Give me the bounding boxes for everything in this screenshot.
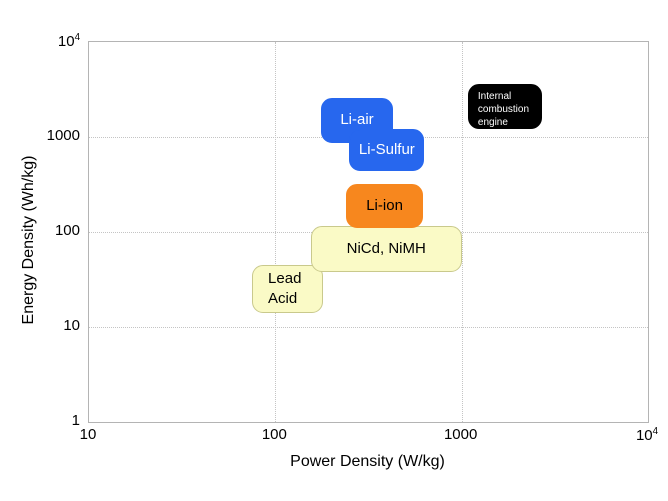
- x-tick-10000: 104: [635, 426, 659, 444]
- region-label-li-ion: Li-ion: [366, 196, 403, 214]
- x-tick-100: 100: [261, 426, 287, 443]
- y-tick-1: 1: [71, 412, 80, 429]
- region-internal-combustion-engine: Internal combustion engine: [467, 84, 543, 130]
- y-tick-100: 100: [54, 222, 80, 239]
- y-tick-1000: 1000: [46, 127, 80, 144]
- y-axis-label: Energy Density (Wh/kg): [20, 155, 37, 325]
- y-tick-10000: 104: [57, 32, 80, 50]
- plot-area: Li-air Li-Sulfur Lead Acid NiCd, NiMH Li-ion…: [88, 41, 649, 423]
- region-label-li-air: Li-air: [340, 111, 374, 129]
- x-axis-label: Power Density (W/kg): [290, 453, 445, 470]
- region-label-lead-acid: Lead Acid: [268, 269, 302, 308]
- x-tick-1000: 1000: [443, 426, 478, 443]
- region-li-sulfur: Li-Sulfur: [349, 129, 425, 171]
- region-nicd-nimh: NiCd, NiMH: [310, 226, 462, 272]
- gridline-y-10: [89, 327, 648, 328]
- y-tick-10: 10: [63, 317, 80, 334]
- region-label-li-sulfur: Li-Sulfur: [358, 141, 415, 159]
- region-label-internal-combustion-engine: Internal combustion engine: [477, 91, 530, 129]
- region-label-nicd-nimh: NiCd, NiMH: [346, 239, 426, 257]
- region-li-ion: Li-ion: [346, 184, 423, 229]
- region-lead-acid: Lead Acid: [252, 264, 323, 314]
- x-tick-10: 10: [79, 426, 97, 443]
